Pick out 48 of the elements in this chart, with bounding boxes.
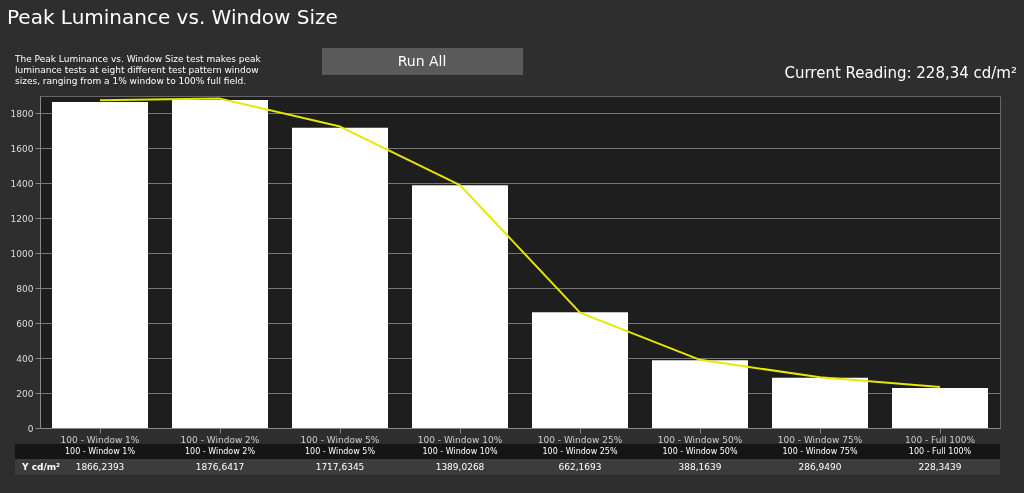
line-series xyxy=(99,97,941,388)
category-label: 100 - Window 25% xyxy=(542,447,618,456)
y-tick-label: 1600 xyxy=(10,143,34,154)
bar xyxy=(892,388,988,428)
data-label: 228,3439 xyxy=(918,462,962,472)
bar xyxy=(52,101,148,428)
category-label: 100 - Window 50% xyxy=(662,447,738,456)
y-tick-label: 1000 xyxy=(10,248,34,259)
y-tick-label: 1400 xyxy=(10,178,34,189)
category-label: 100 - Window 1% xyxy=(64,447,136,456)
y-tick-label: 0 xyxy=(27,423,34,434)
y-tick-label: 200 xyxy=(16,388,34,399)
y-tick-label: 400 xyxy=(16,353,34,364)
text: Current Reading: 228,34 cd/m² xyxy=(784,64,1017,82)
bar xyxy=(532,312,628,428)
x-tick-label: 100 - Window 25% xyxy=(537,434,623,445)
y-tick-label: 1200 xyxy=(10,213,34,224)
data-label: 1389,0268 xyxy=(435,462,485,472)
text: Run All xyxy=(397,53,447,69)
category-label: 100 - Window 75% xyxy=(782,447,858,456)
data-label: 286,9490 xyxy=(798,462,842,472)
y-tick-label: 600 xyxy=(16,318,34,329)
x-tick-label: 100 - Window 10% xyxy=(417,434,503,445)
x-tick-label: 100 - Window 50% xyxy=(657,434,743,445)
x-tick-label: 100 - Window 1% xyxy=(60,434,140,445)
bar xyxy=(652,360,748,428)
bar xyxy=(772,377,868,428)
bar xyxy=(412,185,508,428)
data-label: 1866,2393 xyxy=(75,462,125,472)
data-label: 1717,6345 xyxy=(315,462,365,472)
data-label: 1876,6417 xyxy=(195,462,245,472)
category-label: 100 - Full 100% xyxy=(908,447,972,456)
x-tick-label: 100 - Window 5% xyxy=(300,434,380,445)
bar xyxy=(172,100,268,428)
chart-subtitle: The Peak Luminance vs. Window Size test makes peak luminance tests at eight different test pattern window sizes, ranging from a 1% window to 100% full field. xyxy=(14,54,262,86)
data-label: 388,1639 xyxy=(678,462,722,472)
data-label: 662,1693 xyxy=(558,462,602,472)
category-label: 100 - Window 2% xyxy=(184,447,256,456)
category-label: 100 - Window 5% xyxy=(304,447,376,456)
bar xyxy=(292,127,388,428)
x-tick-label: 100 - Window 2% xyxy=(180,434,260,445)
chart-title: Peak Luminance vs. Window Size xyxy=(7,5,338,29)
y-tick-label: 1800 xyxy=(10,108,34,119)
y-tick-label: 800 xyxy=(16,283,34,294)
x-tick-label: 100 - Window 75% xyxy=(777,434,863,445)
category-label: 100 - Window 10% xyxy=(422,447,498,456)
text: Y cd/m² xyxy=(21,462,61,472)
x-tick-label: 100 - Full 100% xyxy=(904,434,976,445)
